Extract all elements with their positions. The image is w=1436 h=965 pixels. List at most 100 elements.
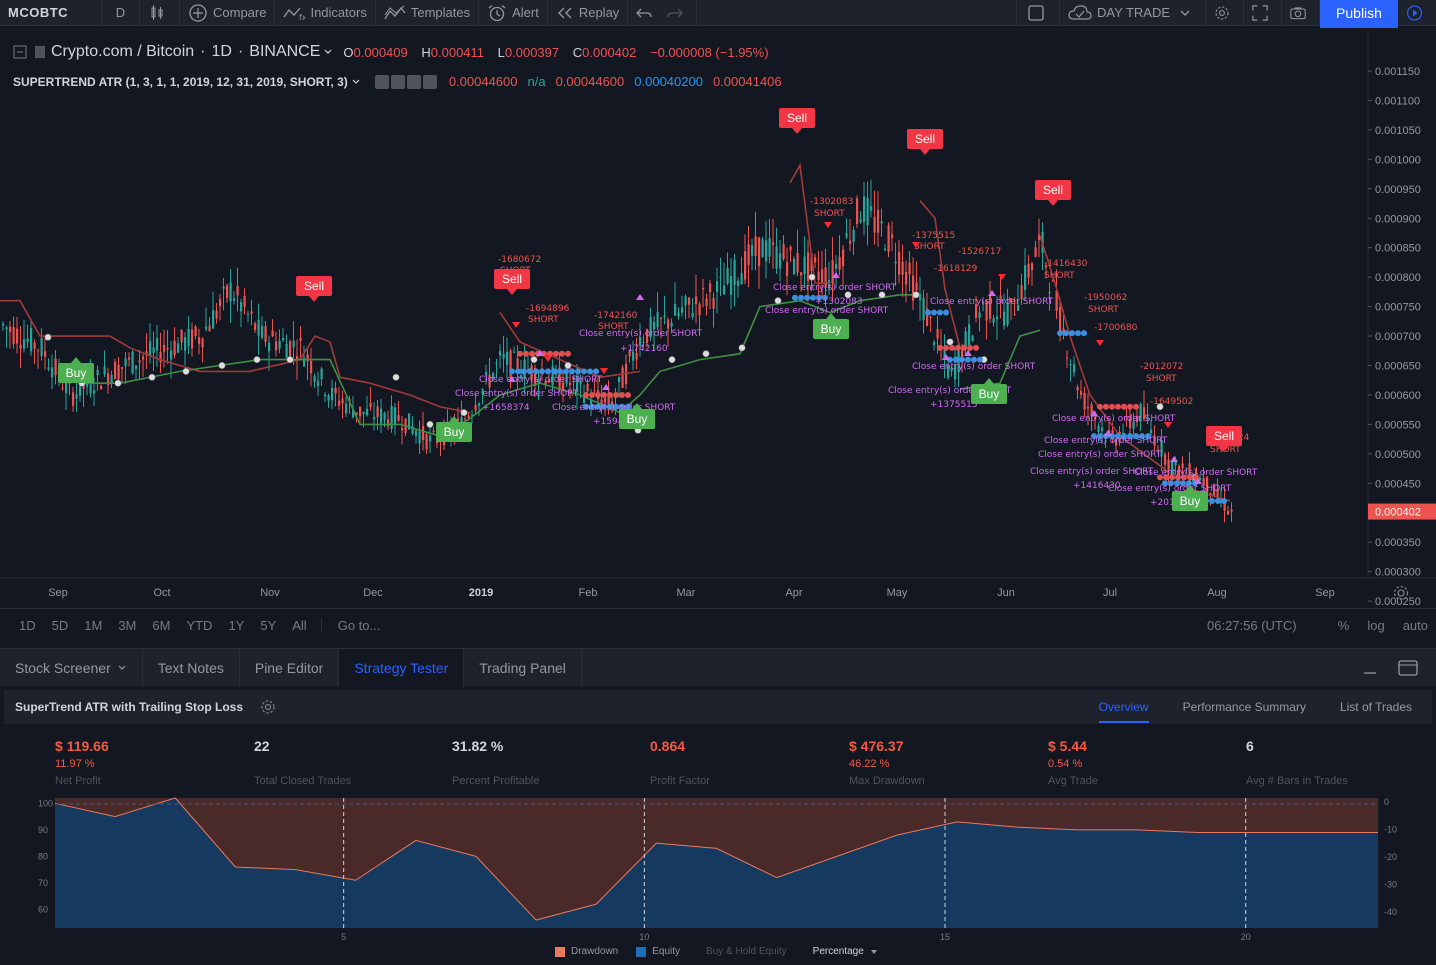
stop-dot bbox=[218, 362, 226, 369]
position-dot bbox=[973, 344, 979, 351]
candle-body bbox=[51, 367, 54, 378]
chart-settings-icon[interactable] bbox=[1393, 585, 1409, 601]
compare-button[interactable]: Compare bbox=[180, 0, 276, 26]
candle-body bbox=[558, 367, 561, 391]
tab-pine-editor[interactable]: Pine Editor bbox=[240, 648, 340, 687]
gear-icon[interactable] bbox=[260, 699, 276, 715]
collapse-icon[interactable] bbox=[13, 45, 27, 59]
stop-dot bbox=[530, 356, 538, 364]
eye-icon[interactable] bbox=[374, 74, 389, 89]
price-axis[interactable]: 0.001150 0.001100 0.001050 0.001000 0.000950… bbox=[1367, 30, 1436, 608]
candle-body bbox=[1202, 477, 1205, 486]
position-dot bbox=[798, 294, 804, 301]
undo-icon[interactable] bbox=[636, 6, 652, 20]
symbol-search-button[interactable]: MCOBTC bbox=[0, 0, 102, 26]
candle-body bbox=[807, 252, 810, 282]
fullscreen-button[interactable] bbox=[1244, 0, 1282, 26]
buy-label: Buy bbox=[66, 366, 87, 380]
symbol-title[interactable]: Crypto.com / Bitcoin bbox=[51, 43, 195, 60]
position-dot bbox=[569, 368, 575, 375]
range-button-3m[interactable]: 3M bbox=[118, 618, 137, 633]
publish-menu-button[interactable] bbox=[1398, 0, 1436, 26]
position-dot bbox=[965, 356, 971, 363]
trade-label: Close entry(s) order SHORT bbox=[579, 329, 703, 339]
range-button-1y[interactable]: 1Y bbox=[228, 618, 245, 633]
mode-select[interactable]: Percentage bbox=[812, 946, 864, 957]
candle-body bbox=[177, 343, 180, 353]
time-tick-label: Sep bbox=[1315, 587, 1335, 599]
position-dot bbox=[1133, 403, 1139, 410]
range-button-all[interactable]: All bbox=[292, 618, 307, 633]
gear-icon[interactable] bbox=[390, 74, 405, 89]
range-button-5d[interactable]: 5D bbox=[51, 618, 69, 633]
range-button-ytd[interactable]: YTD bbox=[186, 618, 213, 633]
replay-button[interactable]: Replay bbox=[548, 0, 629, 26]
buy-label: Buy bbox=[1180, 494, 1201, 508]
interval-button[interactable]: D bbox=[102, 0, 140, 26]
maximize-icon[interactable] bbox=[1398, 659, 1418, 676]
sell-label: Sell bbox=[304, 279, 324, 293]
buy-label: Buy bbox=[979, 387, 1000, 401]
indicators-button[interactable]: fx Indicators bbox=[275, 0, 376, 26]
flag-icon bbox=[35, 46, 45, 58]
position-dot bbox=[959, 356, 965, 363]
tab-overview[interactable]: Overview bbox=[1098, 700, 1149, 723]
candle-body bbox=[838, 257, 841, 270]
layout-save-button[interactable]: DAY TRADE bbox=[1060, 0, 1206, 26]
tab-strategy-tester[interactable]: Strategy Tester bbox=[339, 648, 465, 687]
range-button-1m[interactable]: 1M bbox=[84, 618, 103, 633]
tab-text-notes[interactable]: Text Notes bbox=[143, 648, 240, 687]
time-axis[interactable]: Sep Oct Nov Dec 2019 Feb Mar Apr May Jun Jul Aug Sep bbox=[0, 577, 1436, 601]
candle-body bbox=[863, 196, 866, 222]
log-scale-button[interactable]: log bbox=[1367, 618, 1385, 633]
buy-hold-legend[interactable]: Buy & Hold Equity bbox=[706, 946, 787, 957]
position-dot bbox=[1057, 330, 1063, 337]
trade-label: Close entry(s) order SHORT bbox=[1108, 484, 1232, 494]
candle-body bbox=[485, 372, 488, 376]
position-dot bbox=[565, 350, 571, 357]
candle-body bbox=[786, 261, 789, 276]
candle-body bbox=[744, 251, 747, 280]
minimize-icon[interactable] bbox=[1362, 660, 1378, 676]
candle-body bbox=[828, 280, 831, 289]
clock[interactable]: 06:27:56 (UTC) bbox=[1207, 618, 1297, 633]
select-layout-button[interactable] bbox=[1016, 0, 1061, 26]
chart-style-button[interactable] bbox=[140, 0, 180, 26]
candle-body bbox=[859, 219, 862, 223]
publish-button[interactable]: Publish bbox=[1320, 0, 1398, 28]
source-icon[interactable] bbox=[406, 74, 421, 89]
drawdown-legend[interactable]: Drawdown bbox=[571, 946, 619, 957]
templates-button[interactable]: Templates bbox=[376, 0, 480, 26]
stat-sub-value: 0.54 % bbox=[1048, 758, 1083, 770]
equity-chart[interactable]: 100 90 80 70 60 0 -10 -20 -30 -40 5 10 15 20 bbox=[0, 792, 1436, 942]
candle-body bbox=[103, 366, 106, 375]
price-chart-canvas[interactable]: -1680672SHORT-1694896SHORT-1742160SHORT-… bbox=[0, 30, 1436, 608]
main-chart[interactable]: -1680672SHORT-1694896SHORT-1742160SHORT-… bbox=[0, 30, 1436, 608]
equity-legend-label[interactable]: Equity bbox=[652, 946, 681, 957]
tab-performance-summary[interactable]: Performance Summary bbox=[1182, 700, 1306, 714]
buy-label: Buy bbox=[821, 322, 842, 336]
range-button-1d[interactable]: 1D bbox=[19, 618, 36, 633]
chevron-down-icon[interactable] bbox=[351, 78, 361, 86]
percent-scale-button[interactable]: % bbox=[1337, 618, 1350, 633]
indicator-title[interactable]: SUPERTREND ATR (1, 3, 1, 1, 2019, 12, 31… bbox=[13, 74, 348, 89]
range-button-5y[interactable]: 5Y bbox=[260, 618, 277, 633]
stat-percent-profitable: 31.82 % Percent Profitable bbox=[452, 738, 539, 787]
redo-icon[interactable] bbox=[667, 6, 684, 20]
tab-list-of-trades[interactable]: List of Trades bbox=[1339, 700, 1412, 714]
tab-trading-panel[interactable]: Trading Panel bbox=[464, 648, 582, 687]
auto-scale-button[interactable]: auto bbox=[1402, 618, 1428, 633]
range-button-6m[interactable]: 6M bbox=[152, 618, 171, 633]
chevron-down-icon[interactable] bbox=[323, 48, 333, 56]
close-icon[interactable] bbox=[422, 74, 437, 89]
candle-body bbox=[548, 379, 551, 383]
stat-value: 0.864 bbox=[650, 738, 686, 754]
candle-body bbox=[919, 294, 922, 301]
tab-stock-screener[interactable]: Stock Screener bbox=[0, 648, 143, 687]
position-dot bbox=[1127, 433, 1133, 440]
goto-button[interactable]: Go to... bbox=[320, 618, 389, 633]
snapshot-button[interactable] bbox=[1282, 0, 1320, 26]
stop-dot bbox=[878, 291, 886, 299]
alert-button[interactable]: Alert bbox=[479, 0, 548, 26]
settings-button[interactable] bbox=[1206, 0, 1244, 26]
